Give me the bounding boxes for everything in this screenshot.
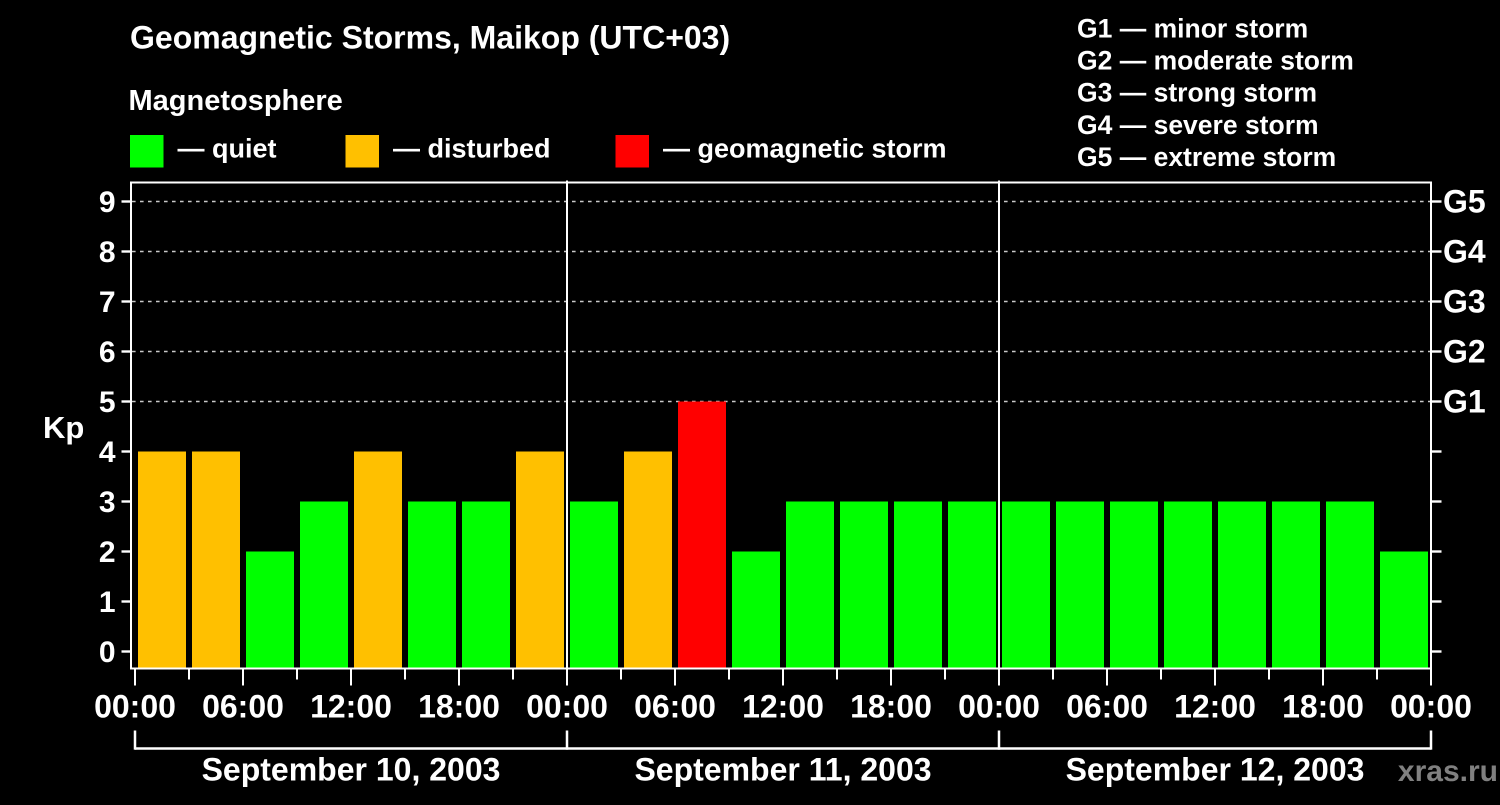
svg-text:12:00: 12:00: [310, 689, 392, 725]
svg-text:06:00: 06:00: [1066, 689, 1148, 725]
svg-text:Geomagnetic Storms, Maikop (UT: Geomagnetic Storms, Maikop (UTC+03): [130, 20, 730, 56]
svg-text:4: 4: [99, 436, 116, 469]
svg-text:00:00: 00:00: [958, 689, 1040, 725]
svg-text:September 12, 2003: September 12, 2003: [1066, 752, 1365, 788]
svg-text:Magnetosphere: Magnetosphere: [129, 85, 343, 117]
svg-text:xras.ru: xras.ru: [1398, 755, 1498, 788]
svg-text:18:00: 18:00: [850, 689, 932, 725]
svg-text:— quiet: — quiet: [178, 134, 277, 164]
svg-text:00:00: 00:00: [526, 689, 608, 725]
svg-text:00:00: 00:00: [94, 689, 176, 725]
svg-text:18:00: 18:00: [418, 689, 500, 725]
svg-text:G4 — severe storm: G4 — severe storm: [1077, 110, 1319, 140]
svg-text:Kp: Kp: [43, 410, 84, 445]
svg-text:G5 — extreme storm: G5 — extreme storm: [1077, 142, 1336, 172]
svg-text:G3 — strong storm: G3 — strong storm: [1077, 78, 1317, 108]
svg-text:5: 5: [99, 386, 116, 419]
svg-text:G5: G5: [1443, 184, 1486, 220]
svg-text:September 11, 2003: September 11, 2003: [634, 752, 931, 788]
svg-text:06:00: 06:00: [202, 689, 284, 725]
svg-text:— geomagnetic storm: — geomagnetic storm: [663, 134, 947, 164]
svg-text:G3: G3: [1443, 284, 1486, 320]
svg-text:G1: G1: [1443, 384, 1486, 420]
svg-text:G1 — minor storm: G1 — minor storm: [1077, 14, 1308, 44]
svg-text:2: 2: [99, 536, 116, 569]
svg-text:— disturbed: — disturbed: [393, 134, 551, 164]
svg-text:6: 6: [99, 336, 116, 369]
svg-text:3: 3: [99, 486, 116, 519]
svg-text:12:00: 12:00: [742, 689, 824, 725]
svg-text:7: 7: [99, 286, 116, 319]
svg-text:8: 8: [99, 236, 116, 269]
svg-text:18:00: 18:00: [1282, 689, 1364, 725]
svg-text:G2 — moderate storm: G2 — moderate storm: [1077, 46, 1354, 76]
svg-text:06:00: 06:00: [634, 689, 716, 725]
svg-text:0: 0: [99, 636, 116, 669]
svg-text:G2: G2: [1443, 334, 1486, 370]
svg-text:9: 9: [99, 186, 116, 219]
svg-text:September 10, 2003: September 10, 2003: [202, 752, 501, 788]
svg-text:G4: G4: [1443, 234, 1486, 270]
svg-text:12:00: 12:00: [1174, 689, 1256, 725]
svg-text:1: 1: [99, 586, 116, 619]
svg-text:00:00: 00:00: [1390, 689, 1472, 725]
